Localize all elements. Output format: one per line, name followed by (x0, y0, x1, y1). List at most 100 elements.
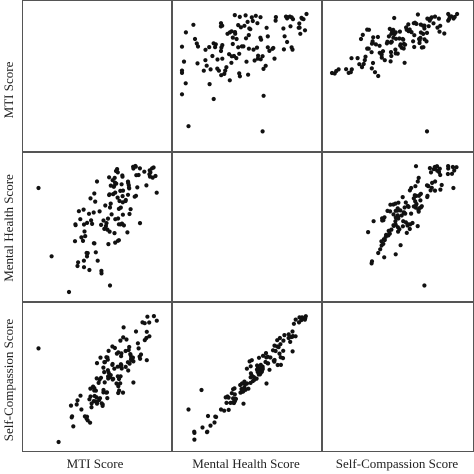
scatter-point (250, 18, 255, 24)
scatter-point (371, 219, 376, 224)
scatter-point (393, 252, 398, 257)
scatter-point (267, 48, 272, 54)
y-label-row-1: MTI Score (1, 61, 16, 118)
scatter-point (232, 392, 237, 397)
scatter-point (137, 221, 143, 226)
scatter-point (73, 223, 78, 228)
scatter-point (72, 239, 78, 244)
scatter-point (105, 396, 110, 401)
scatter-point (261, 93, 266, 98)
scatter-point (246, 72, 251, 77)
scatter-point (252, 58, 257, 63)
outlier-point (424, 129, 430, 134)
scatter-point (216, 68, 221, 73)
scatter-point (389, 39, 394, 44)
scatter-point (107, 229, 112, 234)
scatter-point (211, 96, 216, 102)
scatter-point (392, 15, 397, 21)
scatter-point (384, 41, 389, 46)
scatter-point (89, 405, 94, 410)
scatter-point (106, 242, 111, 247)
scatter-point (455, 11, 460, 17)
scatter-point (210, 53, 215, 59)
scatter-point (92, 241, 97, 246)
scatter-point (359, 65, 365, 70)
scatter-point (290, 349, 295, 354)
scatter-point (136, 346, 141, 351)
scatter-point (386, 34, 391, 39)
scatter-point (258, 57, 263, 62)
scatter-point (388, 202, 393, 207)
scatter-point (273, 15, 278, 20)
scatter-point (413, 199, 418, 204)
scatter-point (82, 414, 87, 419)
scatter-point (97, 396, 103, 401)
scatter-point (232, 399, 237, 404)
scatter-point (125, 192, 131, 197)
scatter-point (261, 66, 266, 71)
scatter-point (119, 363, 124, 368)
scatter-point (416, 193, 422, 198)
scatter-point (439, 182, 444, 188)
scatter-point (87, 397, 92, 402)
scatter-point (288, 339, 293, 344)
scatter-point (94, 361, 100, 366)
scatter-point (215, 57, 220, 62)
scatter-point (220, 56, 225, 61)
scatter-point (395, 206, 400, 211)
scatter-point (257, 369, 262, 374)
scatter-point (81, 265, 87, 270)
scatter-point (125, 230, 130, 235)
scatter-point (450, 164, 455, 170)
scatter-point (449, 171, 455, 176)
scatter-point (69, 415, 74, 420)
scatter-point (431, 21, 436, 26)
scatter-point (85, 220, 90, 225)
scatter-point (142, 321, 147, 326)
scatter-point (203, 47, 208, 52)
axis-labels: MTI Score Mental Health Score Self-Compa… (1, 61, 458, 471)
outlier-point (183, 30, 188, 35)
scatter-point (249, 15, 254, 20)
scatter-point (409, 211, 414, 216)
scatter-point (154, 318, 159, 323)
scatter-point (437, 166, 442, 171)
scatter-point (263, 359, 268, 365)
panel-1-1 (22, 0, 172, 152)
scatter-point (236, 45, 241, 50)
scatter-point (260, 54, 265, 59)
scatter-point (142, 338, 147, 343)
scatter-point (285, 39, 290, 45)
scatter-point (281, 348, 286, 353)
scatter-point (119, 182, 124, 187)
outlier-point (199, 387, 204, 393)
scatter-point (137, 354, 142, 359)
scatter-point (232, 386, 237, 391)
scatter-point (222, 408, 227, 413)
scatter-point (297, 21, 302, 26)
scatter-point (254, 376, 259, 381)
scatter-point (91, 399, 96, 404)
scatter-point (406, 22, 411, 27)
scatter-point (376, 250, 381, 256)
scatter-point (371, 35, 376, 40)
scatter-point (127, 211, 132, 217)
scatter-point (90, 221, 95, 226)
outlier-point (451, 185, 456, 191)
scatter-point (81, 207, 86, 212)
scatter-point (406, 204, 411, 209)
scatter-point (376, 73, 381, 79)
scatter-point (385, 208, 390, 213)
scatter-point (248, 364, 253, 369)
scatter-point (120, 390, 126, 395)
panel-1-2 (172, 0, 322, 152)
scatter-point (87, 267, 92, 273)
scatter-point (415, 224, 420, 229)
scatter-point (115, 167, 120, 172)
scatter-point (432, 188, 438, 193)
scatter-point (218, 48, 224, 54)
scatter-point (417, 205, 422, 210)
scatter-point (101, 218, 106, 223)
panel-2-1 (22, 152, 172, 302)
scatter-point (117, 388, 122, 393)
